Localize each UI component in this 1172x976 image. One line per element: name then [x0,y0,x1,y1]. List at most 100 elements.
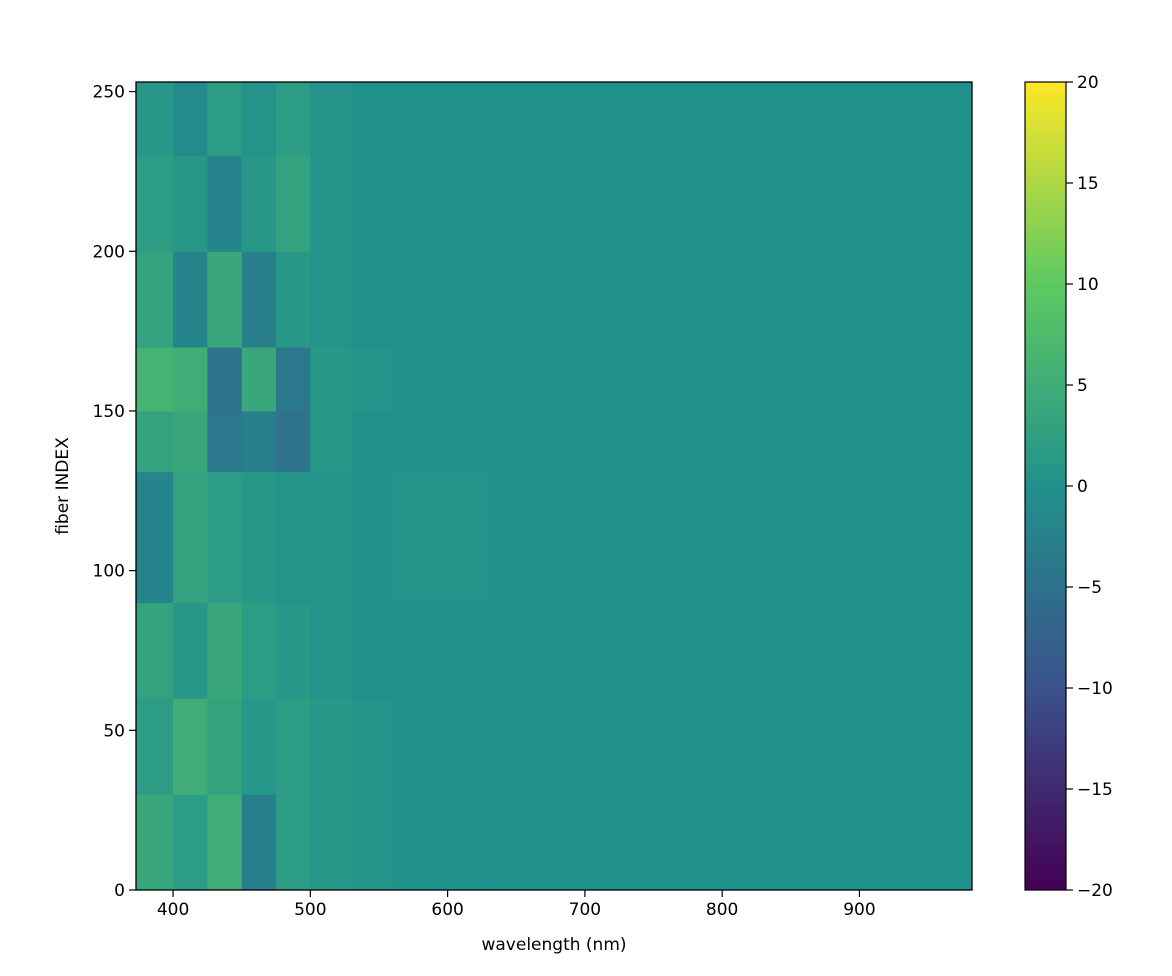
heatmap-cell [351,471,394,604]
heatmap-cell [392,471,490,604]
heatmap-cell [488,82,973,156]
heatmap-cell [310,602,353,699]
heatmap-cell [488,602,973,699]
heatmap-cell [392,794,490,891]
heatmap-cell [276,82,311,156]
y-tick-label: 200 [93,242,125,262]
heatmap-cell [173,251,208,348]
heatmap-cell [136,251,174,348]
heatmap-cell [207,251,243,348]
heatmap-cell [392,347,490,412]
heatmap-cell [276,155,311,252]
heatmap-cell [241,410,277,473]
heatmap-cell [173,410,208,473]
heatmap-cell [241,602,277,699]
heatmap-cell [276,602,311,699]
heatmap-cell [136,82,174,156]
heatmap-cell [207,82,243,156]
heatmap-cell [351,794,394,891]
heatmap-cell [173,794,208,891]
colorbar [1024,81,1067,891]
heatmap-cell [173,155,208,252]
x-tick-label: 700 [569,900,601,920]
y-tick-label: 250 [93,83,125,103]
heatmap-cell [136,698,174,795]
heatmap-cell [173,698,208,795]
heatmap-cell [173,471,208,604]
heatmap-cell [276,251,311,348]
x-tick-label: 900 [843,900,875,920]
heatmap-cell [392,410,490,473]
heatmap-cell [392,155,490,252]
heatmap-cell [136,471,174,604]
x-axis-label: wavelength (nm) [481,935,626,955]
heatmap-cell [392,602,490,699]
heatmap-cell [392,82,490,156]
heatmap-cell [241,251,277,348]
heatmap-cell [136,347,174,412]
heatmap-cell [276,471,311,604]
heatmap-cell [351,155,394,252]
heatmap-cell [488,471,973,604]
heatmap-cell [310,410,353,473]
heatmap-cell [207,602,243,699]
heatmap-cell [351,602,394,699]
x-tick-label: 500 [294,900,326,920]
heatmap-cell [207,155,243,252]
colorbar-tick-label: 0 [1077,477,1088,497]
x-tick-label: 800 [706,900,738,920]
heatmap [136,82,973,891]
heatmap-cell [351,251,394,348]
heatmap-cell [241,698,277,795]
x-tick-label: 400 [157,900,189,920]
heatmap-cell [276,698,311,795]
heatmap-cell [241,347,277,412]
heatmap-cell [173,602,208,699]
colorbar-tick-label: 10 [1077,275,1099,295]
heatmap-cell [392,698,490,795]
heatmap-cell [310,155,353,252]
heatmap-cell [392,251,490,348]
y-tick-label: 100 [93,562,125,582]
heatmap-cell [207,347,243,412]
colorbar-tick-label: 15 [1077,174,1099,194]
heatmap-cell [310,794,353,891]
heatmap-cell [488,698,973,795]
colorbar-tick-label: −5 [1077,578,1102,598]
heatmap-cell [241,471,277,604]
colorbar-tick-label: −10 [1077,679,1113,699]
y-axis-label: fiber INDEX [53,437,73,535]
heatmap-cell [136,410,174,473]
heatmap-cell [310,347,353,412]
heatmap-cell [488,794,973,891]
heatmap-cell [310,82,353,156]
heatmap-cell [241,82,277,156]
heatmap-cell [488,410,973,473]
heatmap-cell [207,794,243,891]
heatmap-cell [136,155,174,252]
heatmap-cell [276,347,311,412]
heatmap-cell [488,251,973,348]
x-tick-label: 600 [431,900,463,920]
heatmap-cell [351,82,394,156]
heatmap-cell [351,347,394,412]
heatmap-cell [276,410,311,473]
colorbar-tick-label: 20 [1077,73,1099,93]
axes-frame [135,81,973,891]
colorbar-tick-label: −20 [1077,881,1113,901]
heatmap-cell [488,347,973,412]
heatmap-cell [136,794,174,891]
y-tick-label: 150 [93,402,125,422]
heatmap-cell [241,155,277,252]
heatmap-cell [207,410,243,473]
heatmap-cell [136,602,174,699]
heatmap-cell [310,471,353,604]
colorbar-tick-label: 5 [1077,376,1088,396]
heatmap-cell [173,347,208,412]
heatmap-cell [351,698,394,795]
heatmap-cell [351,410,394,473]
heatmap-cell [310,251,353,348]
y-tick-label: 50 [103,721,125,741]
